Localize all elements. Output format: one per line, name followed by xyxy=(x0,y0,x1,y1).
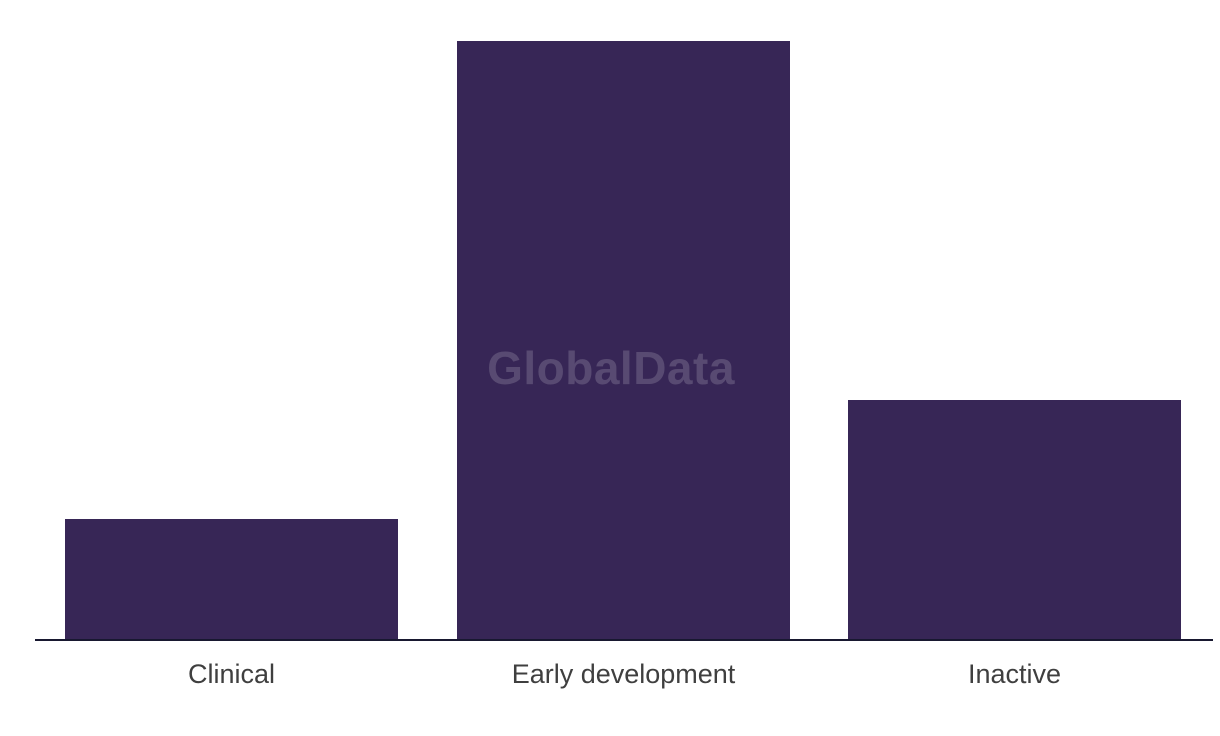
x-axis-line xyxy=(35,639,1213,641)
x-axis-label-inactive: Inactive xyxy=(967,659,1062,689)
x-axis-label-early-development: Early development xyxy=(511,659,736,689)
bar-inactive xyxy=(848,400,1181,639)
bar-early-development xyxy=(457,41,790,639)
x-axis-label-clinical: Clinical xyxy=(187,659,276,689)
bar-clinical xyxy=(65,519,398,639)
